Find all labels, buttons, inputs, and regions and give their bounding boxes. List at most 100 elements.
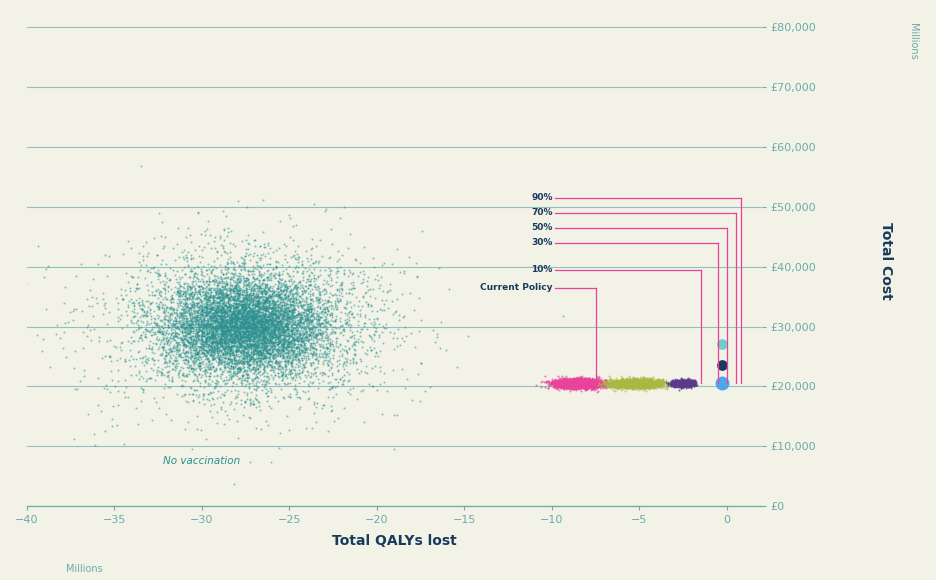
Point <box>678 380 693 389</box>
Point <box>297 362 312 372</box>
Point <box>567 376 582 386</box>
Point <box>569 378 584 387</box>
Point <box>629 378 644 387</box>
Point <box>265 338 280 347</box>
Point <box>627 379 642 389</box>
Point <box>622 378 636 387</box>
Point <box>309 306 324 316</box>
Point <box>218 335 233 345</box>
Point <box>232 307 247 316</box>
Point <box>283 332 298 341</box>
Point <box>199 321 214 331</box>
Point <box>191 252 206 261</box>
Point <box>577 380 592 390</box>
Point <box>215 342 230 351</box>
Point <box>247 357 262 366</box>
Point <box>214 308 229 317</box>
Point <box>228 336 243 346</box>
Point <box>256 323 271 332</box>
Point <box>589 378 604 387</box>
Point <box>154 328 168 338</box>
Point <box>299 324 314 333</box>
Point <box>227 317 242 327</box>
Point <box>261 350 276 359</box>
Point <box>574 386 589 396</box>
Point <box>286 342 301 351</box>
Point <box>161 349 176 358</box>
Point <box>173 286 188 295</box>
Point <box>563 375 578 384</box>
Point <box>268 320 283 329</box>
Point <box>130 316 145 325</box>
Point <box>565 380 580 389</box>
Point <box>556 379 571 388</box>
Point <box>262 293 277 302</box>
Point <box>558 375 573 385</box>
Point <box>566 377 581 386</box>
Point <box>637 382 652 392</box>
Point <box>635 382 650 391</box>
Point <box>182 319 197 328</box>
Point <box>565 374 580 383</box>
Point <box>234 322 249 332</box>
Point <box>587 376 602 385</box>
Point <box>676 375 691 385</box>
Point <box>241 238 256 247</box>
Point <box>207 330 222 339</box>
Point <box>252 330 267 339</box>
Point <box>563 378 578 387</box>
Point <box>572 382 587 391</box>
Point <box>680 376 695 386</box>
Point <box>364 364 379 373</box>
Point <box>279 280 294 289</box>
Point <box>676 379 691 389</box>
Point <box>229 314 244 324</box>
Point <box>196 343 211 353</box>
Point <box>184 340 199 349</box>
Point <box>246 304 261 313</box>
Point <box>646 378 661 387</box>
Point <box>376 323 391 332</box>
Point <box>241 314 256 323</box>
Point <box>653 380 668 389</box>
Point <box>571 377 586 386</box>
Point <box>136 353 151 362</box>
Point <box>567 378 582 387</box>
Point <box>126 304 141 313</box>
Point <box>229 317 244 326</box>
Point <box>165 346 180 356</box>
Point <box>251 309 266 318</box>
Point <box>384 259 399 269</box>
Point <box>562 375 577 385</box>
Point <box>575 380 590 389</box>
Point <box>609 375 624 385</box>
Point <box>160 273 175 282</box>
Point <box>654 380 669 390</box>
Point <box>243 359 258 368</box>
Point <box>566 378 581 387</box>
Point <box>210 407 225 416</box>
Point <box>199 329 214 339</box>
Point <box>246 322 261 331</box>
Point <box>285 309 300 318</box>
Point <box>275 311 290 321</box>
Point <box>124 333 139 342</box>
Point <box>203 311 218 320</box>
Point <box>91 374 106 383</box>
Point <box>581 376 596 385</box>
Point <box>145 415 160 424</box>
Point <box>219 340 234 349</box>
Point <box>644 374 659 383</box>
Point <box>216 322 231 331</box>
Point <box>207 329 222 338</box>
Point <box>237 320 252 329</box>
Point <box>157 281 172 290</box>
Point <box>572 379 587 389</box>
Point <box>289 255 304 264</box>
Point <box>80 294 95 303</box>
Point <box>284 369 299 378</box>
Point <box>639 381 654 390</box>
Point <box>236 258 251 267</box>
Point <box>275 339 290 349</box>
Point <box>577 379 592 388</box>
